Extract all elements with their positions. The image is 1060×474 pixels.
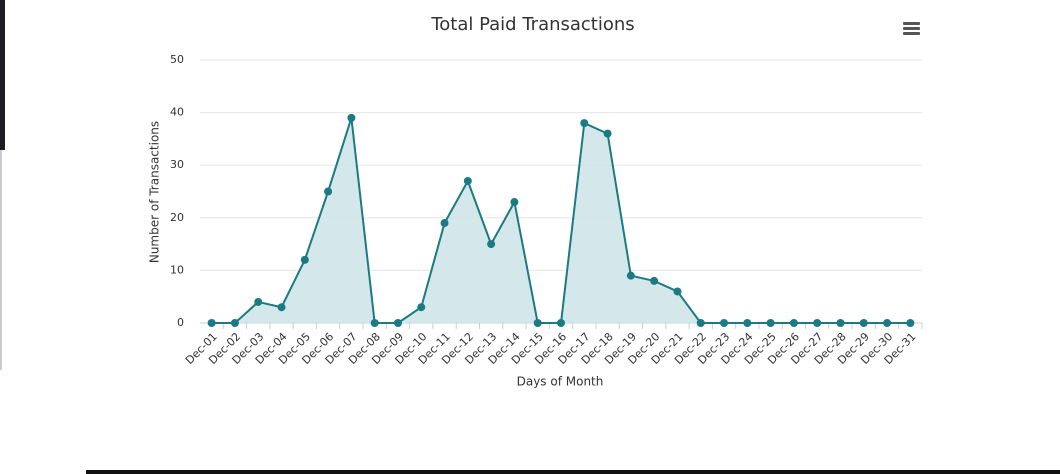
y-tick-label: 0 — [177, 316, 184, 329]
point — [324, 187, 333, 196]
point — [883, 319, 892, 327]
point — [743, 319, 752, 327]
point — [207, 319, 216, 327]
point — [510, 198, 519, 207]
point — [393, 319, 402, 327]
point — [557, 319, 565, 327]
point — [417, 303, 426, 312]
point — [487, 240, 496, 249]
edge — [0, 150, 2, 370]
point — [603, 129, 612, 138]
area-fill — [211, 117, 911, 323]
point — [463, 176, 472, 185]
point — [626, 271, 635, 280]
edge — [86, 470, 1060, 474]
point — [789, 319, 798, 327]
point — [230, 319, 239, 327]
chart-title: Total Paid Transactions — [430, 14, 634, 35]
point — [673, 287, 682, 296]
menu-button[interactable] — [903, 22, 920, 35]
point — [836, 319, 845, 327]
y-tick-label: 40 — [170, 106, 184, 119]
y-tick-label: 10 — [170, 263, 184, 276]
point — [300, 255, 309, 264]
point — [906, 319, 915, 327]
point — [813, 319, 822, 327]
point — [720, 319, 729, 327]
x-axis-label: Days of Month — [517, 375, 604, 389]
y-tick-label: 20 — [170, 211, 184, 224]
point — [370, 319, 379, 327]
point — [533, 319, 542, 327]
point — [650, 276, 659, 285]
point — [440, 219, 449, 228]
point — [254, 297, 263, 306]
point — [766, 319, 775, 327]
point — [580, 119, 589, 128]
point — [277, 303, 286, 312]
point — [347, 113, 356, 122]
y-tick-label: 50 — [170, 53, 184, 66]
y-axis-label: Number of Transactions — [148, 121, 162, 263]
y-tick-label: 30 — [170, 158, 184, 171]
point — [859, 319, 868, 327]
point — [696, 319, 705, 327]
edge — [0, 0, 5, 150]
